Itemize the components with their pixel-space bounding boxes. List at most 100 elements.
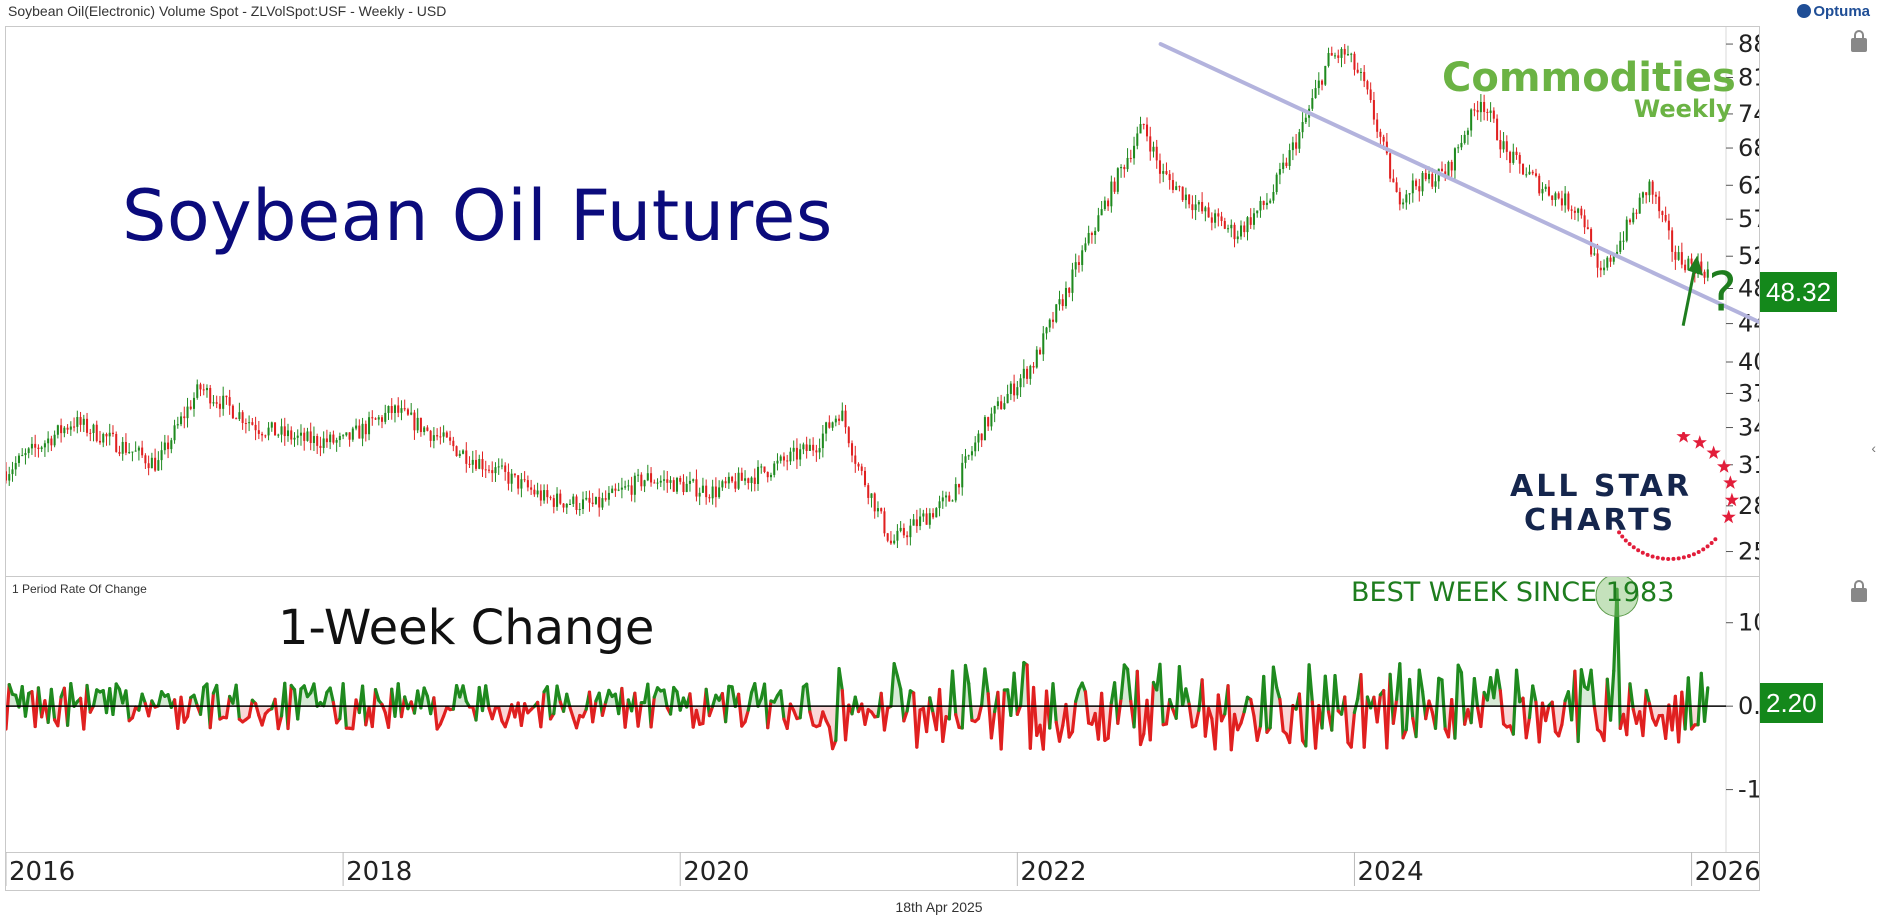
roc-line-segment [7, 682, 15, 696]
price-panel[interactable]: 88.00 81.00 74.00 68.00 62.00 57.00 52.00 48.00… [4, 26, 1807, 577]
x-axis[interactable]: 2016 2018 2020 2022 2024 2026 [5, 852, 1761, 891]
price-candle [1654, 194, 1657, 197]
price-candle [714, 486, 717, 498]
roc-panel[interactable]: 10.00 0.00 -10.00 [4, 573, 1815, 853]
price-candle [274, 422, 277, 436]
price-candle [86, 418, 89, 433]
price-candle [786, 460, 789, 462]
roc-line-segment [736, 692, 744, 728]
price-candle [1486, 111, 1489, 113]
price-candle [695, 479, 698, 497]
price-candle [14, 463, 17, 470]
price-candle [141, 447, 144, 456]
price-candle [1100, 209, 1103, 216]
price-candle [1039, 349, 1042, 355]
price-candle [37, 447, 40, 450]
price-candle [507, 471, 510, 484]
price-candle [1288, 150, 1291, 166]
price-candle [831, 422, 834, 428]
price-candle [1295, 142, 1298, 149]
collapse-icon[interactable]: ‹ [1871, 440, 1876, 456]
roc-line-segment [1511, 668, 1519, 736]
price-candle [1252, 213, 1255, 225]
price-candle [1343, 48, 1346, 55]
price-candle [1249, 217, 1252, 225]
price-candle [215, 402, 218, 404]
price-candle [818, 448, 821, 453]
star-dot-icon [1666, 556, 1671, 561]
roc-line-segment [863, 707, 870, 726]
price-candle [763, 466, 766, 472]
price-candle [1690, 258, 1693, 264]
roc-line-segment [1417, 668, 1425, 693]
roc-line-segment [950, 669, 958, 717]
price-candle [870, 493, 873, 498]
roc-line-segment [260, 712, 267, 727]
price-candle [458, 453, 461, 456]
chart-title: Soybean Oil Futures [122, 175, 833, 257]
price-candle [1496, 118, 1499, 140]
price-candle [536, 490, 539, 495]
price-candle [1359, 71, 1362, 73]
price-candle [186, 406, 189, 419]
price-candle [1158, 160, 1161, 174]
price-candle [1087, 232, 1090, 244]
price-candle [1333, 55, 1337, 57]
price-candle [30, 443, 33, 449]
price-candle [1009, 383, 1012, 394]
roc-chart[interactable]: 10.00 0.00 -10.00 [4, 573, 1815, 852]
price-candle [893, 540, 896, 544]
price-candle [510, 473, 513, 484]
price-candle [1606, 257, 1609, 268]
price-candle [1366, 81, 1369, 90]
star-dot-icon [1623, 538, 1628, 543]
roc-line-segment [1433, 676, 1441, 730]
weekly-logo-text: Weekly [1633, 95, 1732, 123]
roc-line-segment [999, 688, 1006, 751]
price-candle [902, 527, 905, 536]
price-candle [264, 435, 267, 437]
roc-line-segment [130, 705, 138, 720]
price-candle [1505, 141, 1508, 152]
price-candle [1554, 193, 1557, 200]
price-candle [993, 406, 996, 414]
price-candle [66, 427, 69, 430]
price-candle [1382, 136, 1385, 142]
price-candle [1116, 168, 1119, 192]
price-candle [1120, 167, 1123, 169]
price-candle [1551, 195, 1554, 200]
star-arc-icon [1617, 432, 1740, 561]
price-candle [504, 465, 507, 472]
roc-line-segment [1514, 668, 1522, 704]
roc-line-segment [519, 702, 527, 728]
price-candle [1593, 253, 1596, 255]
price-candle [1337, 55, 1340, 58]
price-candle [465, 450, 468, 464]
lock-icon-lower[interactable] [1851, 580, 1867, 602]
roc-line-segment [322, 690, 329, 708]
roc-area [96, 689, 101, 707]
price-candle [556, 493, 559, 507]
roc-line-segment [111, 682, 118, 717]
roc-area [1506, 706, 1511, 727]
price-candle [124, 441, 127, 453]
lock-icon[interactable] [1851, 30, 1867, 52]
price-candle [283, 426, 286, 437]
price-candle [941, 497, 944, 502]
price-candle [1227, 228, 1230, 230]
price-candle [222, 395, 225, 409]
price-candle [1217, 213, 1220, 217]
price-candle [1625, 219, 1628, 241]
price-candle [1528, 171, 1531, 175]
price-candle [1139, 124, 1142, 134]
price-candle [841, 410, 844, 421]
roc-line-segment [1158, 662, 1165, 727]
price-candle [546, 490, 549, 498]
price-candle [335, 440, 338, 443]
price-chart[interactable]: 88.00 81.00 74.00 68.00 62.00 57.00 52.00 48.00… [4, 27, 1807, 576]
roc-line-segment [253, 701, 261, 718]
roc-line-segment [1288, 704, 1295, 745]
roc-area [813, 706, 817, 727]
price-axis-tick-label: 40.00 [1738, 348, 1759, 376]
roc-line-segment [1362, 695, 1370, 749]
